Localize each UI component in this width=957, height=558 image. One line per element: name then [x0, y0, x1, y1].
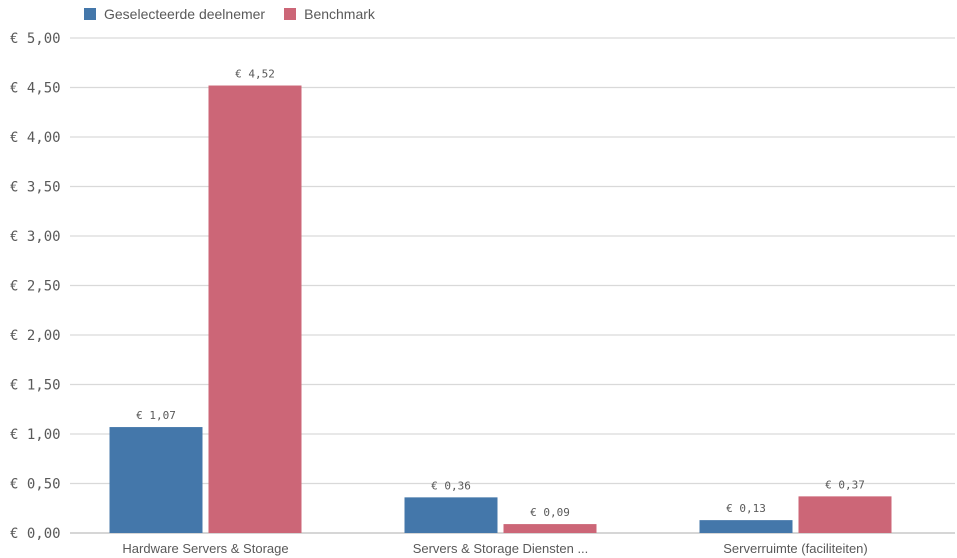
- legend-swatch-selected: [84, 8, 96, 20]
- legend-swatch-benchmark: [284, 8, 297, 20]
- y-tick-label: € 4,00: [10, 130, 61, 146]
- legend-label-selected: Geselecteerde deelnemer: [104, 6, 266, 22]
- y-tick-label: € 2,00: [10, 328, 61, 344]
- y-tick-label: € 0,00: [10, 526, 61, 542]
- legend: Geselecteerde deelnemer Benchmark: [84, 6, 394, 22]
- y-tick-label: € 1,50: [10, 378, 61, 394]
- bar-benchmark[interactable]: [208, 85, 302, 534]
- bar-selected[interactable]: [699, 520, 793, 533]
- legend-label-benchmark: Benchmark: [304, 6, 375, 22]
- data-label: € 0,37: [825, 478, 865, 491]
- y-tick-label: € 3,50: [10, 180, 61, 196]
- x-tick-label: Serverruimte (faciliteiten): [723, 541, 868, 556]
- legend-item-benchmark[interactable]: Benchmark: [284, 6, 375, 22]
- bar-benchmark[interactable]: [503, 524, 597, 533]
- data-label: € 1,07: [136, 409, 176, 422]
- y-tick-label: € 3,00: [10, 229, 61, 245]
- y-tick-label: € 4,50: [10, 81, 61, 97]
- data-label: € 0,09: [530, 506, 570, 519]
- data-label: € 4,52: [235, 68, 275, 81]
- y-tick-label: € 5,00: [10, 31, 61, 47]
- legend-item-selected[interactable]: Geselecteerde deelnemer: [84, 6, 265, 22]
- y-tick-label: € 2,50: [10, 279, 61, 295]
- bar-selected[interactable]: [404, 497, 498, 533]
- bar-benchmark[interactable]: [798, 496, 892, 533]
- data-label: € 0,36: [431, 479, 471, 492]
- y-tick-label: € 0,50: [10, 477, 61, 493]
- bar-selected[interactable]: [109, 427, 203, 533]
- x-tick-label: Servers & Storage Diensten ...: [413, 541, 589, 556]
- x-tick-label: Hardware Servers & Storage: [122, 541, 288, 556]
- data-label: € 0,13: [726, 502, 766, 515]
- y-tick-label: € 1,00: [10, 427, 61, 443]
